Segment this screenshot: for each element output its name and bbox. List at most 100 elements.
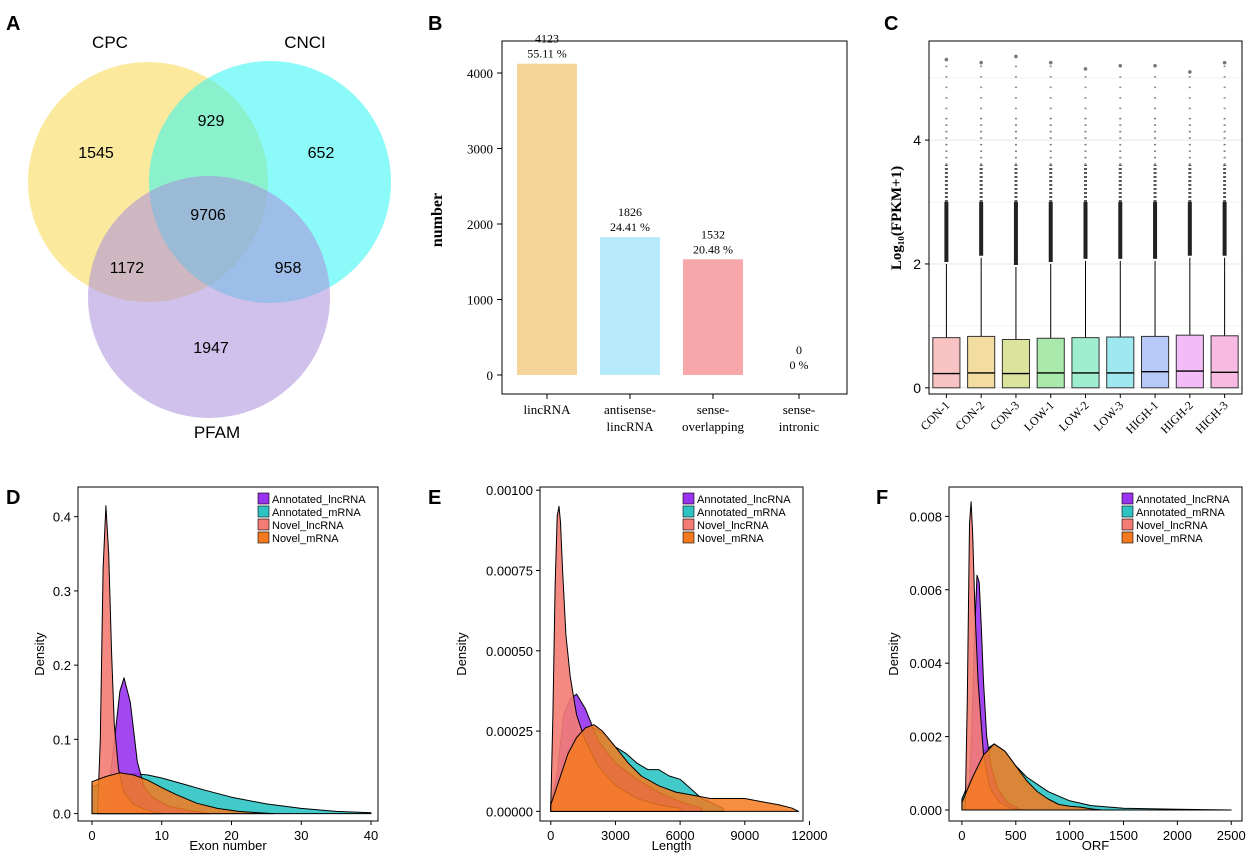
y-axis-label: Log₁₀(FPKM+1): [889, 166, 905, 270]
bar-1: [517, 63, 577, 375]
x-tick-label: overlapping: [682, 419, 745, 434]
venn-circle-pfam: [88, 176, 330, 418]
box-high-3: [1210, 335, 1239, 389]
x-tick-label: 1000: [1055, 828, 1084, 843]
box-low-1: [1036, 337, 1065, 389]
x-tick-label: CON-3: [987, 398, 1022, 433]
y-tick-label: 4: [913, 132, 921, 148]
x-tick-label: CON-1: [918, 398, 953, 433]
outlier-point: [1222, 60, 1227, 65]
panel-label-d: D: [6, 487, 20, 509]
y-tick-label: 0.0: [53, 807, 71, 822]
y-tick-label: 0.3: [53, 584, 71, 599]
y-axis-label: number: [429, 193, 446, 247]
legend-swatch: [257, 492, 270, 505]
legend-label: Annotated_mRNA: [272, 507, 361, 519]
y-tick-label: 0.2: [53, 658, 71, 673]
area-novel-mrna: [961, 743, 1103, 811]
x-tick-label: LOW-2: [1056, 398, 1092, 434]
box-con-1: [932, 337, 961, 389]
x-tick-label: 1500: [1109, 828, 1138, 843]
venn-region-cnci-pfam: 958: [275, 260, 302, 277]
density-panel-exon: 0 10 20 30 40 0.0 0.1 0.2 0.3 0.4 Exon number Densi…: [32, 486, 379, 853]
bar-3: [683, 259, 743, 375]
legend-swatch: [1121, 531, 1134, 544]
legend-label: Annotated_lncRNA: [697, 494, 791, 506]
legend-swatch: [1121, 518, 1134, 531]
y-tick-label: 0.00100: [486, 483, 533, 498]
legend-swatch: [682, 518, 695, 531]
x-axis-label: Exon number: [189, 838, 267, 853]
x-tick-label: HIGH-3: [1193, 398, 1231, 436]
bar-count-label: 0: [796, 343, 802, 357]
box-con-3: [1001, 339, 1031, 389]
plot-frame: [501, 40, 848, 395]
density-panel-length: 0 3000 6000 9000 12000 0.00000 0.00025 0.00050 0…: [454, 483, 828, 853]
box-low-2: [1071, 337, 1100, 389]
x-tick-label: 2500: [1217, 828, 1246, 843]
x-axis-label: Length: [652, 838, 692, 853]
legend-label: Annotated_mRNA: [697, 507, 786, 519]
venn-diagram: CPC CNCI PFAM 1545 652 1947 929 1172 958 9706: [28, 33, 391, 442]
venn-region-all: 9706: [190, 207, 226, 224]
box-low-3: [1106, 336, 1135, 389]
x-tick-label: 20: [224, 828, 238, 843]
venn-region-cpc-cnci: 929: [198, 113, 225, 130]
y-tick-label: 0.008: [909, 509, 942, 524]
legend-label: Novel_mRNA: [1136, 533, 1203, 545]
y-axis-label: Density: [886, 632, 901, 676]
y-axis-label: Density: [454, 632, 469, 676]
y-tick-label: 0.004: [909, 656, 942, 671]
outlier-point: [1153, 63, 1157, 68]
legend-swatch: [1121, 492, 1134, 505]
legend-swatch: [1121, 505, 1134, 518]
density-panel-orf: 0 500 1000 1500 2000 2500 0.000 0.002 0.004 0.006…: [886, 486, 1246, 853]
x-tick-label: lincRNA: [524, 402, 572, 417]
y-tick-label: 0.00000: [486, 804, 533, 819]
venn-label-cpc: CPC: [92, 33, 128, 52]
legend-label: Annotated_lncRNA: [272, 494, 366, 506]
x-tick-label: 2000: [1163, 828, 1192, 843]
outlier-point: [1188, 70, 1192, 74]
legend-swatch: [257, 518, 270, 531]
x-tick-label: sense-: [783, 402, 816, 417]
x-tick-label: antisense-: [604, 402, 656, 417]
x-tick-label: 30: [294, 828, 308, 843]
legend-swatch: [257, 505, 270, 518]
legend-label: Novel_lncRNA: [1136, 520, 1208, 532]
outlier-point: [1118, 63, 1123, 68]
y-tick-label: 2: [913, 256, 921, 272]
outlier-point: [1048, 60, 1053, 65]
legend-label: Novel_lncRNA: [272, 520, 344, 532]
box-high-1: [1140, 335, 1170, 389]
area-novel-mrna: [550, 724, 800, 812]
y-tick-label: 0.00050: [486, 644, 533, 659]
legend-swatch: [682, 531, 695, 544]
outlier-point: [944, 57, 949, 62]
bar-count-label: 1826: [618, 205, 642, 219]
x-tick-label: intronic: [779, 419, 820, 434]
legend-label: Novel_mRNA: [697, 533, 764, 545]
y-tick-label: 4000: [467, 66, 493, 81]
y-tick-label: 0.000: [909, 803, 942, 818]
x-tick-label: sense-: [697, 402, 730, 417]
outlier-point: [1083, 67, 1088, 71]
y-tick-label: 3000: [467, 142, 493, 157]
panel-label-b: B: [428, 13, 442, 35]
y-tick-label: 0.00075: [486, 564, 533, 579]
bar-percent-label: 0 %: [790, 358, 809, 372]
bar-count-label: 1532: [701, 227, 725, 241]
x-tick-label: 12000: [791, 828, 827, 843]
venn-region-pfam-only: 1947: [193, 340, 229, 357]
y-tick-label: 0.4: [53, 510, 71, 525]
legend-swatch: [682, 505, 695, 518]
x-tick-label: 0: [958, 828, 965, 843]
outlier-point: [979, 60, 983, 65]
y-tick-label: 1000: [467, 293, 493, 308]
venn-region-cpc-pfam: 1172: [110, 260, 145, 277]
y-tick-label: 0: [487, 368, 494, 383]
y-tick-label: 0: [913, 380, 921, 396]
